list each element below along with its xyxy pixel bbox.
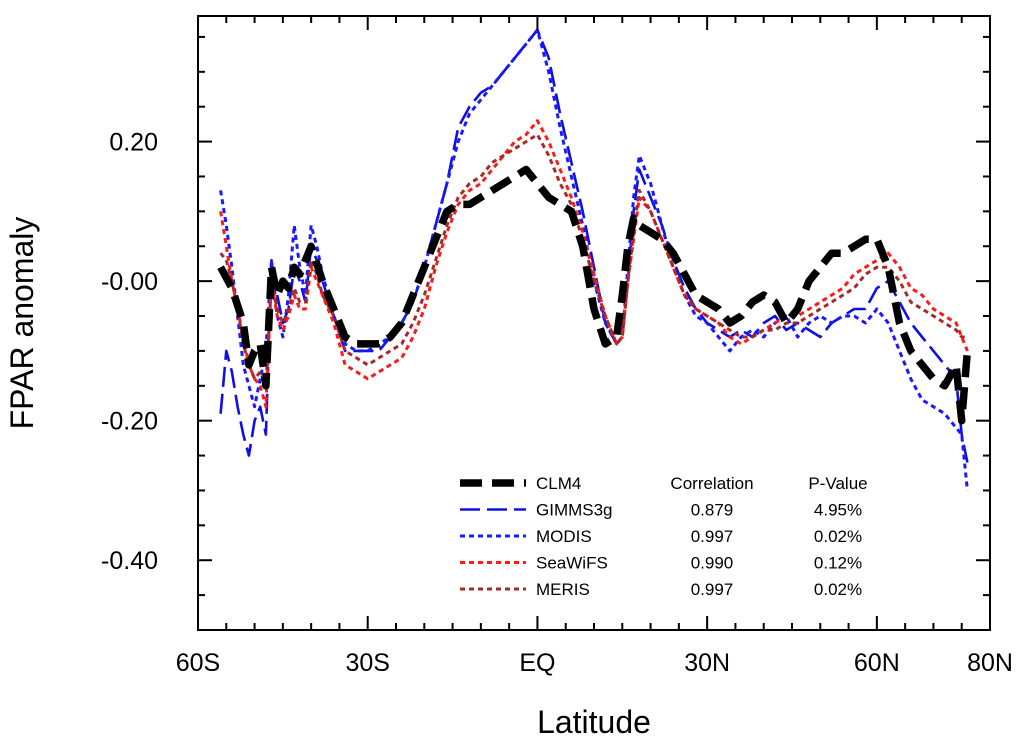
plot-frame	[197, 15, 991, 631]
x-axis-title: Latitude	[537, 704, 651, 739]
series-line-modis	[219, 28, 969, 491]
x-tick-label: 30N	[684, 649, 730, 677]
x-tick-label: 80N	[967, 649, 1013, 677]
y-tick-label: -0.20	[101, 408, 158, 436]
x-tick-label: 60S	[176, 649, 220, 677]
ticks-layer: 60S 30S EQ 30N 60N 80N 0.20 -0.00 -0.20 -0.40	[101, 16, 1013, 677]
legend-header-pvalue: P-Value	[808, 474, 867, 493]
legend-correlation-value: 0.879	[691, 501, 734, 520]
series-line-seawifs	[219, 119, 969, 409]
legend-pvalue-value: 0.02%	[814, 527, 862, 546]
legend-pvalue-value: 0.12%	[814, 554, 862, 573]
legend-label-gimms3g: GIMMS3g	[536, 501, 613, 520]
x-tick-label: EQ	[519, 649, 555, 677]
legend-correlation-value: 0.990	[691, 554, 734, 573]
y-axis-title: FPAR anomaly	[4, 217, 40, 430]
legend-header-correlation: Correlation	[670, 474, 753, 493]
legend-label-meris: MERIS	[536, 580, 590, 599]
y-tick-label: -0.00	[101, 268, 158, 296]
x-tick-label: 30S	[345, 649, 389, 677]
x-tick-label: 60N	[854, 649, 900, 677]
legend-pvalue-value: 4.95%	[814, 501, 862, 520]
legend-label-seawifs: SeaWiFS	[536, 554, 608, 573]
legend: Correlation P-Value CLM4 GIMMS3g 0.879 4.95% M…	[460, 474, 868, 599]
series-layer	[217, 28, 972, 491]
legend-label-clm4: CLM4	[536, 474, 581, 493]
legend-correlation-value: 0.997	[691, 527, 734, 546]
legend-pvalue-value: 0.02%	[814, 580, 862, 599]
legend-correlation-value: 0.997	[691, 580, 734, 599]
series-line-clm4	[217, 165, 972, 425]
y-tick-label: 0.20	[109, 129, 158, 157]
legend-label-modis: MODIS	[536, 527, 592, 546]
y-tick-label: -0.40	[101, 547, 158, 575]
